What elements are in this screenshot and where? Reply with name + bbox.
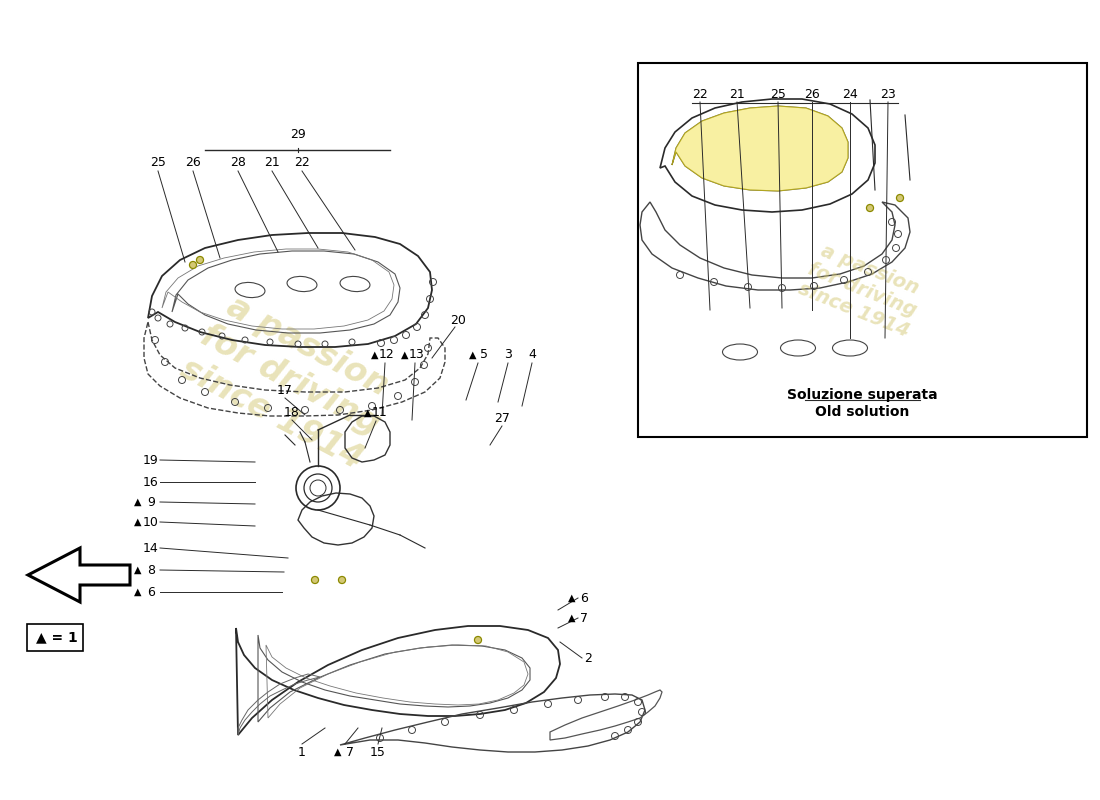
Text: 4: 4 [528, 349, 536, 362]
Text: 13: 13 [409, 349, 425, 362]
Text: 8: 8 [147, 563, 155, 577]
Text: 6: 6 [147, 586, 155, 598]
Text: 6: 6 [580, 591, 587, 605]
Text: 12: 12 [379, 349, 395, 362]
Text: 28: 28 [230, 157, 246, 170]
Text: 1: 1 [298, 746, 306, 758]
Text: 27: 27 [494, 411, 510, 425]
Text: ▲: ▲ [364, 408, 372, 418]
Text: ▲: ▲ [372, 350, 378, 360]
Text: 14: 14 [143, 542, 158, 554]
Text: 21: 21 [729, 89, 745, 102]
Text: ▲: ▲ [569, 613, 575, 623]
Circle shape [474, 637, 482, 643]
Text: 5: 5 [480, 349, 488, 362]
Text: 26: 26 [185, 157, 201, 170]
Text: a passion
for driving
since 1914: a passion for driving since 1914 [795, 238, 928, 342]
Text: Old solution: Old solution [815, 405, 910, 419]
Text: ▲: ▲ [569, 593, 575, 603]
Text: 23: 23 [880, 89, 895, 102]
Text: 22: 22 [294, 157, 310, 170]
Polygon shape [28, 548, 130, 602]
Text: 26: 26 [804, 89, 820, 102]
Text: ▲: ▲ [134, 587, 142, 597]
Text: 2: 2 [584, 651, 592, 665]
Text: 17: 17 [277, 383, 293, 397]
Text: ▲: ▲ [402, 350, 409, 360]
Text: 22: 22 [692, 89, 708, 102]
Text: 3: 3 [504, 349, 512, 362]
Text: ▲: ▲ [470, 350, 476, 360]
Text: 9: 9 [147, 495, 155, 509]
Text: 20: 20 [450, 314, 466, 326]
Text: 7: 7 [346, 746, 354, 758]
Text: ▲: ▲ [134, 517, 142, 527]
Text: ▲: ▲ [334, 747, 342, 757]
Text: a passion
for driving
since 1914: a passion for driving since 1914 [175, 284, 405, 476]
Text: 19: 19 [143, 454, 158, 466]
FancyBboxPatch shape [638, 63, 1087, 437]
Text: 11: 11 [372, 406, 388, 419]
Text: 10: 10 [143, 515, 158, 529]
Text: ▲ = 1: ▲ = 1 [36, 630, 78, 645]
Circle shape [867, 205, 873, 211]
Text: Soluzione superata: Soluzione superata [786, 388, 937, 402]
Circle shape [311, 577, 319, 583]
Circle shape [896, 194, 903, 202]
Text: ▲: ▲ [134, 497, 142, 507]
Text: 16: 16 [143, 475, 158, 489]
Text: 7: 7 [580, 611, 588, 625]
Text: 18: 18 [284, 406, 300, 418]
Circle shape [189, 262, 197, 269]
Text: ▲: ▲ [134, 565, 142, 575]
Text: 25: 25 [770, 89, 785, 102]
Circle shape [197, 257, 204, 263]
Text: 29: 29 [290, 129, 306, 142]
Text: 15: 15 [370, 746, 386, 758]
Circle shape [339, 577, 345, 583]
Polygon shape [672, 106, 848, 191]
Text: 21: 21 [264, 157, 279, 170]
Text: 24: 24 [843, 89, 858, 102]
Text: 25: 25 [150, 157, 166, 170]
FancyBboxPatch shape [28, 624, 82, 651]
